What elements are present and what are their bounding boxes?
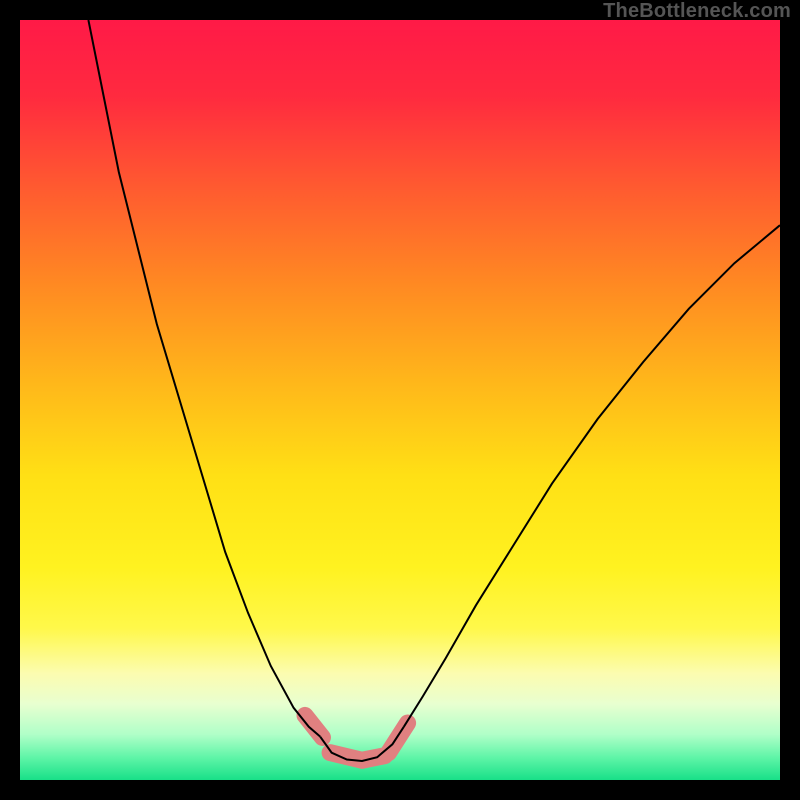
watermark-text: TheBottleneck.com xyxy=(603,0,791,23)
gradient-background xyxy=(20,20,780,780)
chart-frame: TheBottleneck.com xyxy=(0,0,800,800)
plot-area xyxy=(20,20,780,780)
bottleneck-curve-chart xyxy=(20,20,780,780)
